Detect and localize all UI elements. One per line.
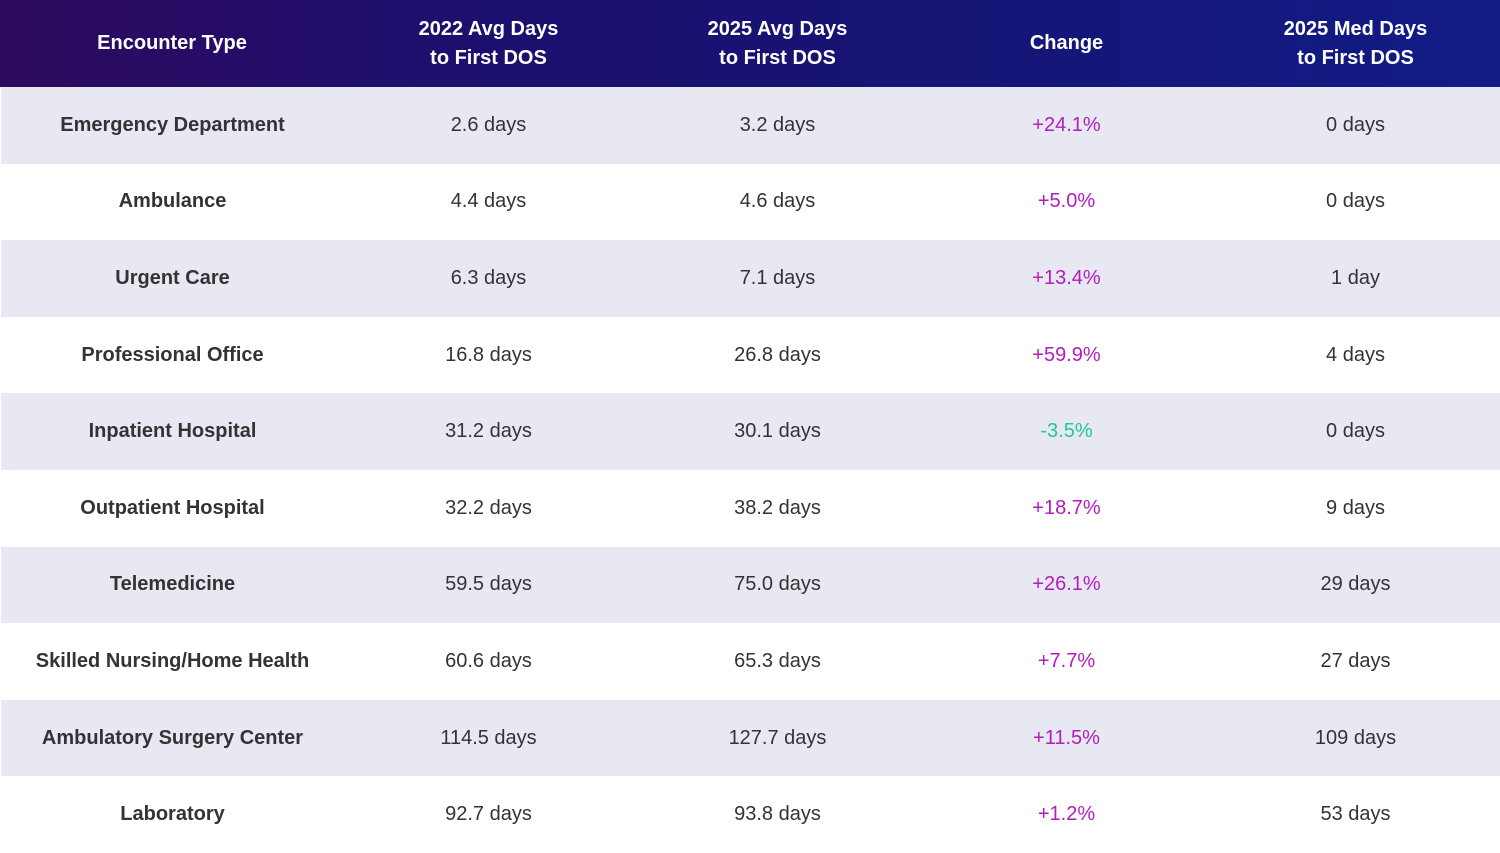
cell-encounter-type: Professional Office — [81, 343, 264, 366]
cell-change: +7.7% — [1037, 649, 1096, 672]
table-row: Inpatient Hospital 31.2 days 30.1 days -3.5… — [1, 393, 1500, 470]
cell-2025-med-days: 0 days — [1326, 190, 1385, 213]
cell-encounter-type: Ambulatory Surgery Center — [41, 726, 304, 749]
table-row: Outpatient Hospital 32.2 days 38.2 days +18… — [1, 469, 1500, 547]
cell-2022-avg-days: 4.4 days — [450, 190, 527, 213]
table-body: Emergency Department 2.6 days 3.2 days +24.… — [1, 87, 1500, 853]
table-row: Professional Office 16.8 days 26.8 days +59… — [1, 316, 1500, 394]
cell-2025-med-days: 0 days — [1326, 420, 1385, 443]
cell-2025-avg-days: 93.8 days — [734, 803, 821, 826]
header-encounter-type: Encounter Type — [97, 32, 247, 54]
cell-2022-avg-days: 60.6 days — [445, 649, 532, 672]
cell-change: +26.1% — [1032, 573, 1101, 596]
cell-change: +59.9% — [1032, 343, 1101, 366]
cell-2025-avg-days: 127.7 days — [728, 726, 827, 749]
table-row: Telemedicine 59.5 days 75.0 days +26.1% 29 d… — [1, 546, 1500, 624]
table-row: Emergency Department 2.6 days 3.2 days +24.… — [1, 87, 1500, 164]
cell-2025-med-days: 0 days — [1326, 113, 1385, 136]
cell-2022-avg-days: 16.8 days — [445, 343, 532, 366]
cell-change: -3.5% — [1040, 420, 1093, 443]
cell-encounter-type: Ambulance — [118, 190, 227, 213]
cell-2022-avg-days: 6.3 days — [450, 266, 527, 289]
header-2025-avg-days: 2025 Avg Days to First DOS — [707, 17, 848, 69]
table-row: Ambulatory Surgery Center 114.5 days 127.7… — [1, 699, 1500, 777]
cell-encounter-type: Outpatient Hospital — [80, 496, 265, 519]
cell-2025-avg-days: 4.6 days — [739, 190, 816, 213]
cell-2025-avg-days: 3.2 days — [739, 113, 816, 136]
cell-encounter-type: Skilled Nursing/Home Health — [35, 649, 310, 672]
cell-2025-avg-days: 30.1 days — [734, 420, 821, 443]
cell-change: +13.4% — [1032, 266, 1101, 289]
header-2025-med-days: 2025 Med Days to First DOS — [1283, 17, 1428, 69]
cell-encounter-type: Telemedicine — [109, 573, 236, 596]
header-2022-avg-days: 2022 Avg Days to First DOS — [418, 17, 559, 69]
cell-2025-med-days: 4 days — [1326, 343, 1385, 366]
cell-2022-avg-days: 2.6 days — [450, 113, 527, 136]
cell-2025-avg-days: 38.2 days — [734, 496, 821, 519]
cell-change: +1.2% — [1037, 803, 1096, 826]
table-row: Skilled Nursing/Home Health 60.6 days 65.3… — [1, 623, 1500, 700]
cell-2025-med-days: 29 days — [1320, 573, 1391, 596]
cell-2022-avg-days: 31.2 days — [445, 420, 532, 443]
cell-2025-avg-days: 75.0 days — [734, 573, 821, 596]
cell-2025-med-days: 53 days — [1320, 803, 1391, 826]
cell-2025-med-days: 27 days — [1320, 649, 1391, 672]
cell-2022-avg-days: 92.7 days — [445, 803, 532, 826]
table-row: Ambulance 4.4 days 4.6 days +5.0% 0 days — [1, 163, 1500, 241]
cell-encounter-type: Urgent Care — [115, 266, 230, 289]
cell-2025-avg-days: 7.1 days — [739, 266, 816, 289]
table-header: Encounter Type 2022 Avg Days to First DO… — [0, 0, 1500, 87]
cell-encounter-type: Inpatient Hospital — [88, 420, 257, 443]
table-row: Laboratory 92.7 days 93.8 days +1.2% 53 days — [1, 776, 1500, 853]
cell-change: +18.7% — [1032, 496, 1101, 519]
header-change: Change — [1029, 32, 1104, 54]
cell-2025-med-days: 1 day — [1331, 266, 1380, 289]
cell-change: +5.0% — [1037, 190, 1096, 213]
cell-2022-avg-days: 59.5 days — [445, 573, 532, 596]
cell-2025-med-days: 9 days — [1326, 496, 1385, 519]
cell-change: +11.5% — [1033, 726, 1100, 749]
cell-encounter-type: Emergency Department — [60, 113, 285, 136]
table-row: Urgent Care 6.3 days 7.1 days +13.4% 1 day — [1, 240, 1500, 317]
cell-change: +24.1% — [1032, 113, 1101, 136]
cell-2025-med-days: 109 days — [1314, 726, 1397, 749]
cell-2025-avg-days: 26.8 days — [734, 343, 821, 366]
cell-2025-avg-days: 65.3 days — [734, 649, 821, 672]
cell-2022-avg-days: 114.5 days — [440, 726, 537, 749]
cell-2022-avg-days: 32.2 days — [445, 496, 532, 519]
cell-encounter-type: Laboratory — [120, 803, 225, 826]
